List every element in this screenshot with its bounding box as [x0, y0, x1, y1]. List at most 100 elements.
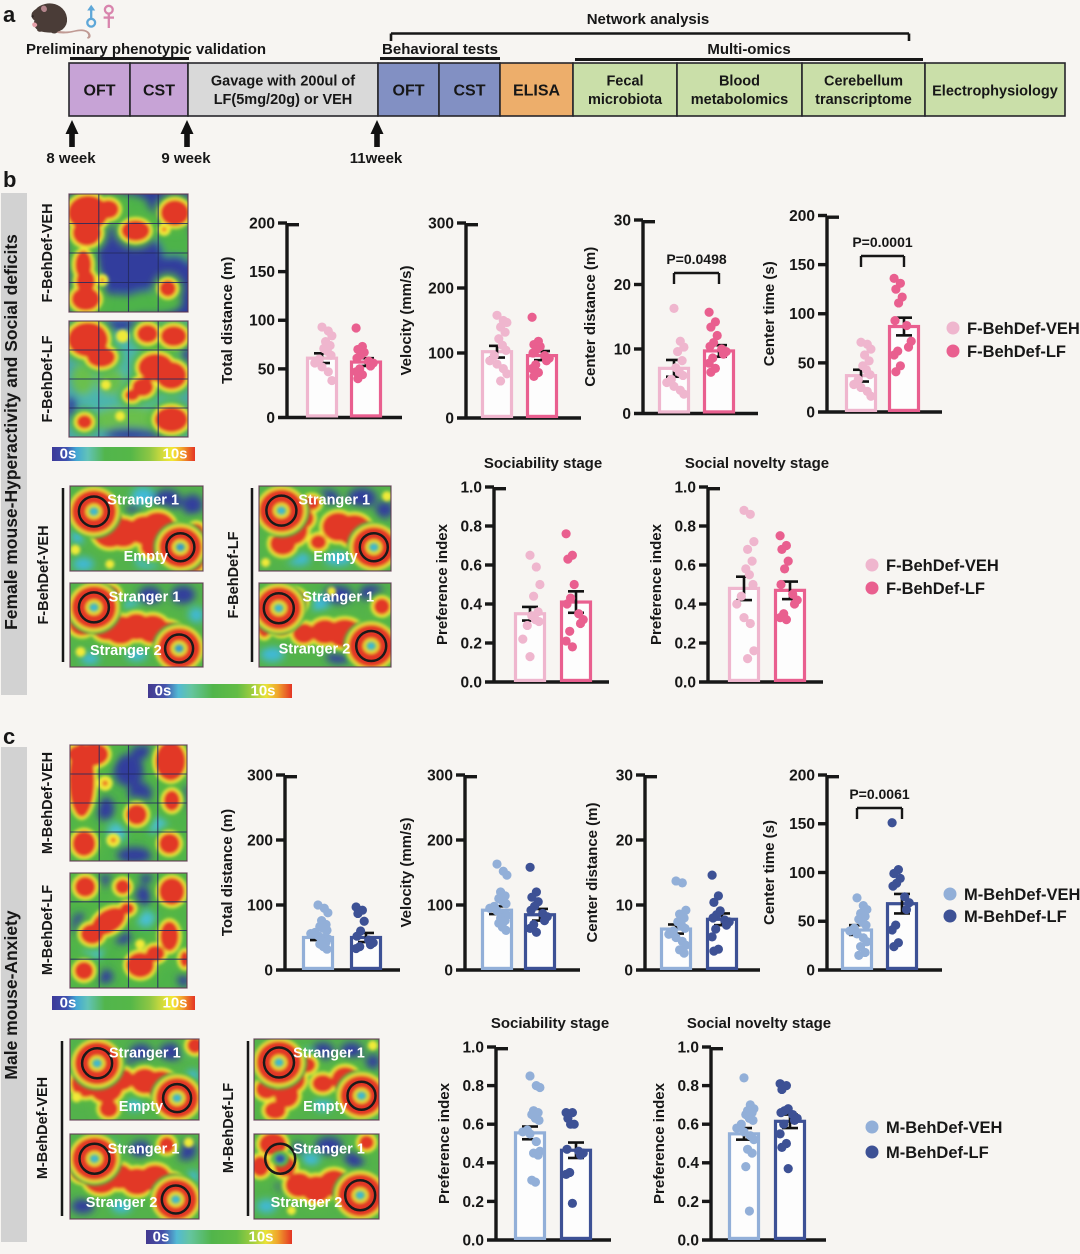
svg-text:50: 50 [798, 355, 815, 372]
svg-text:200: 200 [789, 208, 815, 225]
svg-text:50: 50 [798, 914, 815, 931]
svg-text:0.0: 0.0 [462, 1232, 484, 1249]
svg-text:1.0: 1.0 [462, 1039, 484, 1056]
svg-text:0.6: 0.6 [460, 557, 482, 574]
svg-text:Empty: Empty [313, 549, 357, 565]
svg-text:10: 10 [614, 341, 631, 358]
svg-text:P=0.0498: P=0.0498 [666, 251, 727, 267]
svg-text:0: 0 [622, 406, 631, 423]
svg-text:200: 200 [249, 215, 275, 232]
svg-text:0.4: 0.4 [460, 596, 482, 613]
svg-text:100: 100 [789, 306, 815, 323]
svg-text:300: 300 [428, 215, 454, 232]
svg-text:Social novelty stage: Social novelty stage [685, 455, 829, 472]
svg-text:c: c [3, 724, 15, 749]
svg-text:30: 30 [616, 767, 633, 784]
svg-text:Preference index: Preference index [436, 1082, 453, 1204]
svg-text:Electrophysiology: Electrophysiology [932, 84, 1058, 100]
svg-text:M-BehDef-VEH: M-BehDef-VEH [964, 886, 1080, 904]
svg-text:0: 0 [806, 404, 815, 421]
svg-text:Center time (s): Center time (s) [761, 261, 778, 366]
svg-text:0: 0 [624, 962, 633, 979]
svg-text:M-BehDef-LF: M-BehDef-LF [886, 1144, 989, 1162]
svg-text:Stranger 1: Stranger 1 [109, 589, 181, 605]
svg-text:Female mouse-Hyperactivity and: Female mouse-Hyperactivity and Social de… [1, 234, 21, 630]
svg-text:F-BehDef-VEH: F-BehDef-VEH [886, 557, 999, 575]
svg-text:a: a [3, 2, 16, 27]
svg-text:P=0.0061: P=0.0061 [849, 786, 910, 802]
svg-text:M-BehDef-VEH: M-BehDef-VEH [886, 1119, 1002, 1137]
svg-text:Stranger 1: Stranger 1 [302, 589, 374, 605]
svg-text:20: 20 [614, 277, 631, 294]
svg-text:Blood: Blood [719, 74, 760, 90]
svg-text:0.8: 0.8 [462, 1078, 484, 1095]
svg-text:Empty: Empty [119, 1099, 163, 1115]
svg-text:F-BehDef-LF: F-BehDef-LF [886, 580, 985, 598]
svg-text:Gavage with 200ul of: Gavage with 200ul of [211, 74, 355, 90]
svg-text:Velocity (mm/s): Velocity (mm/s) [398, 265, 415, 375]
svg-text:Multi-omics: Multi-omics [707, 41, 790, 58]
svg-text:Sociability stage: Sociability stage [484, 455, 602, 472]
svg-text:Preference index: Preference index [651, 1082, 668, 1204]
svg-text:100: 100 [428, 345, 454, 362]
svg-text:Center time (s): Center time (s) [761, 820, 778, 925]
svg-text:200: 200 [789, 767, 815, 784]
svg-text:Stranger 1: Stranger 1 [107, 493, 179, 509]
svg-text:0: 0 [264, 962, 273, 979]
svg-text:0s: 0s [60, 995, 77, 1012]
svg-text:0.2: 0.2 [462, 1194, 484, 1211]
svg-text:Sociability stage: Sociability stage [491, 1015, 609, 1032]
svg-text:100: 100 [789, 865, 815, 882]
svg-text:Empty: Empty [124, 549, 168, 565]
svg-text:0.4: 0.4 [674, 596, 696, 613]
svg-text:M-BehDef-LF: M-BehDef-LF [40, 885, 56, 975]
svg-text:200: 200 [428, 280, 454, 297]
svg-text:0s: 0s [60, 446, 77, 463]
svg-text:0.2: 0.2 [674, 635, 696, 652]
svg-text:0.0: 0.0 [677, 1232, 699, 1249]
svg-text:P=0.0001: P=0.0001 [852, 234, 913, 250]
svg-text:11week: 11week [350, 150, 403, 167]
svg-text:100: 100 [249, 313, 275, 330]
svg-text:Empty: Empty [303, 1099, 347, 1115]
svg-text:150: 150 [249, 264, 275, 281]
svg-text:200: 200 [247, 832, 273, 849]
svg-text:10s: 10s [250, 683, 275, 700]
svg-text:10: 10 [616, 897, 633, 914]
svg-text:OFT: OFT [84, 83, 116, 100]
svg-text:0s: 0s [155, 683, 172, 700]
svg-text:F-BehDef-VEH: F-BehDef-VEH [36, 525, 52, 624]
svg-text:Stranger 1: Stranger 1 [109, 1046, 181, 1062]
svg-text:150: 150 [789, 257, 815, 274]
svg-text:Center distance (m): Center distance (m) [582, 247, 599, 387]
svg-text:20: 20 [616, 832, 633, 849]
svg-text:100: 100 [427, 897, 453, 914]
svg-text:Stranger 1: Stranger 1 [293, 1046, 365, 1062]
svg-text:0.8: 0.8 [674, 518, 696, 535]
svg-text:M-BehDef-LF: M-BehDef-LF [221, 1083, 237, 1173]
svg-text:transcriptome: transcriptome [815, 92, 912, 108]
svg-text:Social novelty stage: Social novelty stage [687, 1015, 831, 1032]
svg-text:Fecal: Fecal [606, 74, 643, 90]
svg-text:Preliminary phenotypic validat: Preliminary phenotypic validation [26, 41, 266, 58]
svg-text:microbiota: microbiota [588, 92, 663, 108]
svg-text:CST: CST [454, 83, 486, 100]
svg-text:ELISA: ELISA [513, 83, 561, 100]
svg-text:9 week: 9 week [161, 150, 211, 167]
svg-text:10s: 10s [162, 446, 187, 463]
svg-text:Preference index: Preference index [434, 523, 451, 645]
svg-text:150: 150 [789, 816, 815, 833]
svg-text:Male mouse-Anxiety: Male mouse-Anxiety [1, 910, 21, 1079]
svg-text:300: 300 [427, 767, 453, 784]
svg-text:1.0: 1.0 [677, 1039, 699, 1056]
svg-text:OFT: OFT [393, 83, 425, 100]
svg-text:0.8: 0.8 [677, 1078, 699, 1095]
svg-text:Total distance (m): Total distance (m) [219, 809, 236, 936]
svg-text:100: 100 [247, 897, 273, 914]
svg-text:1.0: 1.0 [460, 479, 482, 496]
svg-text:0: 0 [266, 410, 275, 427]
svg-text:30: 30 [614, 212, 631, 229]
svg-text:M-BehDef-LF: M-BehDef-LF [964, 908, 1067, 926]
svg-text:1.0: 1.0 [674, 479, 696, 496]
svg-text:LF(5mg/20g) or VEH: LF(5mg/20g) or VEH [214, 92, 353, 108]
